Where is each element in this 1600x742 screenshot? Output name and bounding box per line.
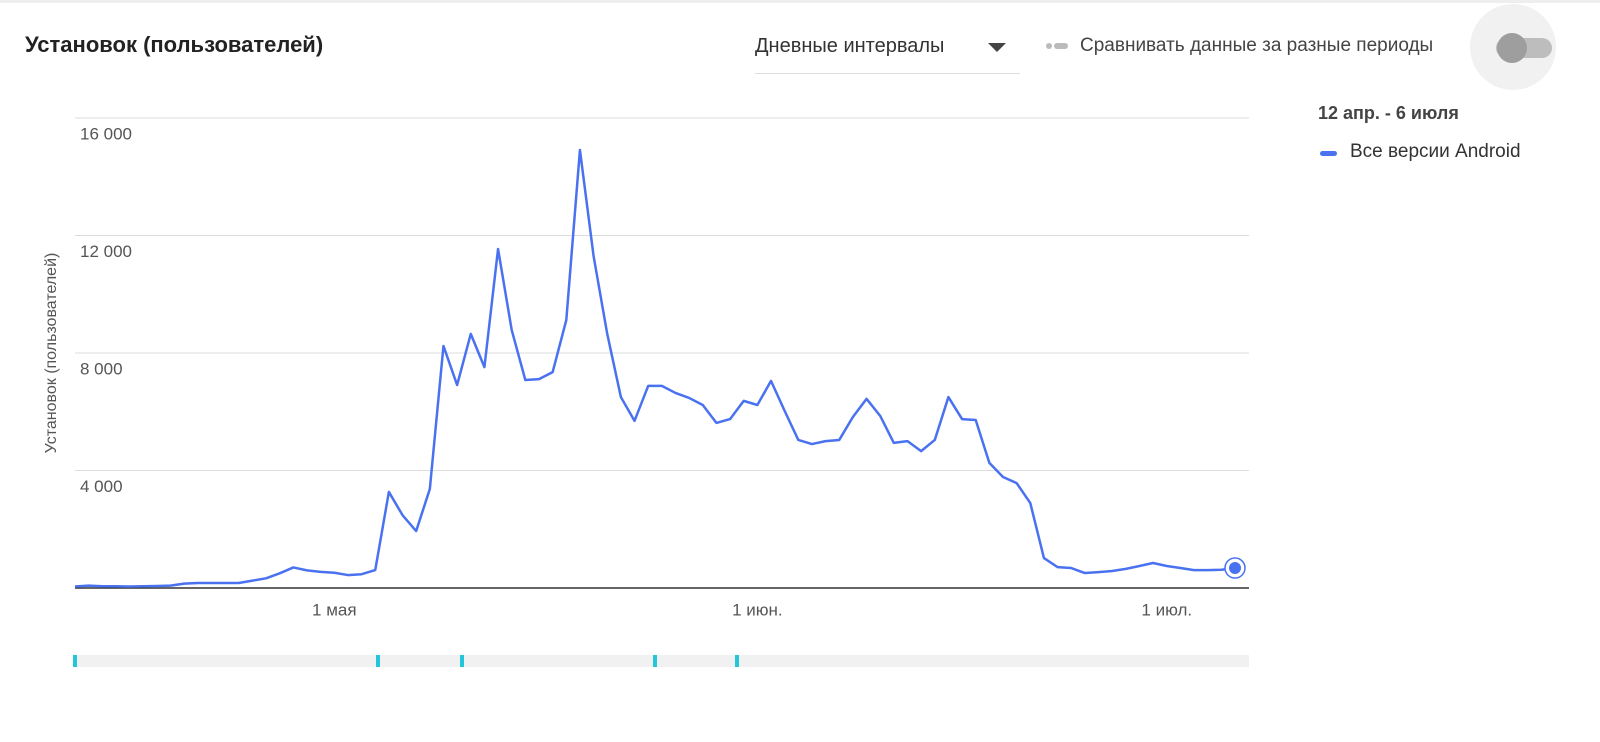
dropdown-label: Дневные интервалы [755,35,945,57]
card-title: Установок (пользователей) [25,32,324,57]
y-tick-label: 16 000 [80,124,132,143]
y-tick-label: 12 000 [80,242,132,261]
event-marker[interactable] [460,655,464,667]
chart: Установок (пользователей) 4 000 8 000 12 0… [43,117,1249,667]
event-marker[interactable] [376,655,380,667]
interval-dropdown[interactable]: Дневные интервалы [755,30,1020,74]
dropdown-caret [988,43,1006,52]
legend-swatch [1320,151,1337,156]
legend-period: 12 апр. - 6 июля [1318,103,1459,123]
last-point[interactable] [1229,562,1241,575]
event-marker[interactable] [735,655,739,667]
x-tick-label: 1 июн. [732,600,783,619]
x-tick-label: 1 мая [312,600,357,619]
event-marker[interactable] [653,655,657,667]
event-marker[interactable] [73,655,77,667]
toggle-knob[interactable] [1497,33,1527,63]
y-tick-label: 4 000 [80,477,123,496]
compare-icon [1046,43,1068,49]
legend-entry[interactable]: Все версии Android [1350,141,1521,162]
series-line [74,148,1236,588]
compare-label: Сравнивать данные за разные периоды [1080,35,1434,56]
y-axis-title: Установок (пользователей) [43,253,60,454]
top-border [0,0,1600,3]
y-tick-label: 8 000 [80,359,123,378]
event-timeline [75,655,1249,667]
x-tick-label: 1 июл. [1141,600,1192,619]
